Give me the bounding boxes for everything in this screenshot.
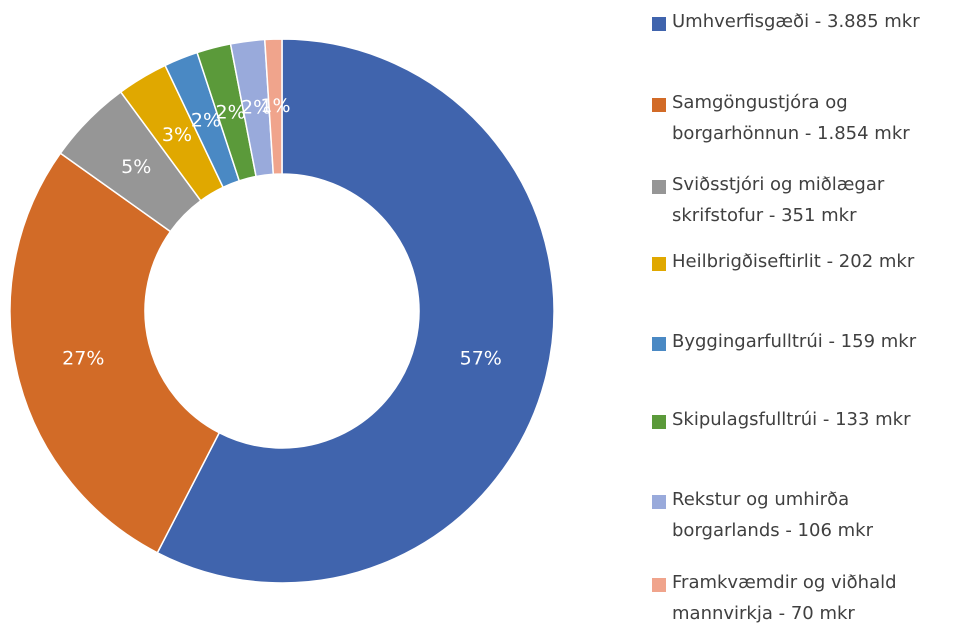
legend-entry: Skipulagsfulltrúi - 133 mkr xyxy=(652,409,962,435)
data-label: 27% xyxy=(62,348,104,370)
legend-swatch xyxy=(652,257,666,271)
data-label: 2% xyxy=(216,102,246,124)
donut-plot: 57%27%5%3%2%2%2%1% xyxy=(9,38,555,584)
data-label: 3% xyxy=(162,124,192,146)
legend-label: Sviðsstjóri og miðlægar skrifstofur - 35… xyxy=(672,174,885,226)
legend-swatch xyxy=(652,17,666,31)
legend-label: Samgöngustjóra og borgarhönnun - 1.854 m… xyxy=(672,92,910,144)
legend-entry: Byggingarfulltrúi - 159 mkr xyxy=(652,331,962,357)
data-label: 2% xyxy=(241,97,271,119)
slice xyxy=(156,38,555,584)
legend-swatch xyxy=(652,337,666,351)
legend-swatch xyxy=(652,98,666,112)
data-label: 1% xyxy=(260,95,290,117)
legend-entry: Rekstur og umhirða borgarlands - 106 mkr xyxy=(652,489,962,546)
legend-entry: Samgöngustjóra og borgarhönnun - 1.854 m… xyxy=(652,92,962,149)
legend-label: Skipulagsfulltrúi - 133 mkr xyxy=(672,409,911,430)
slice xyxy=(263,38,283,176)
legend-label: Umhverfisgæði - 3.885 mkr xyxy=(672,11,920,32)
legend-entry: Sviðsstjóri og miðlægar skrifstofur - 35… xyxy=(652,174,962,231)
legend-swatch xyxy=(652,415,666,429)
legend-label: Rekstur og umhirða borgarlands - 106 mkr xyxy=(672,489,873,541)
legend-swatch xyxy=(652,180,666,194)
data-label: 5% xyxy=(121,156,151,178)
slice xyxy=(9,152,221,554)
legend-entry: Framkvæmdir og viðhald mannvirkja - 70 m… xyxy=(652,572,962,627)
legend-entry: Heilbrigðiseftirlit - 202 mkr xyxy=(652,251,962,277)
legend-label: Framkvæmdir og viðhald mannvirkja - 70 m… xyxy=(672,572,897,624)
legend-entry: Umhverfisgæði - 3.885 mkr xyxy=(652,11,962,37)
legend-label: Heilbrigðiseftirlit - 202 mkr xyxy=(672,251,915,272)
data-label: 2% xyxy=(191,110,221,132)
legend-swatch xyxy=(652,495,666,509)
legend-label: Byggingarfulltrúi - 159 mkr xyxy=(672,331,917,352)
data-label: 57% xyxy=(460,348,502,370)
legend-swatch xyxy=(652,578,666,592)
